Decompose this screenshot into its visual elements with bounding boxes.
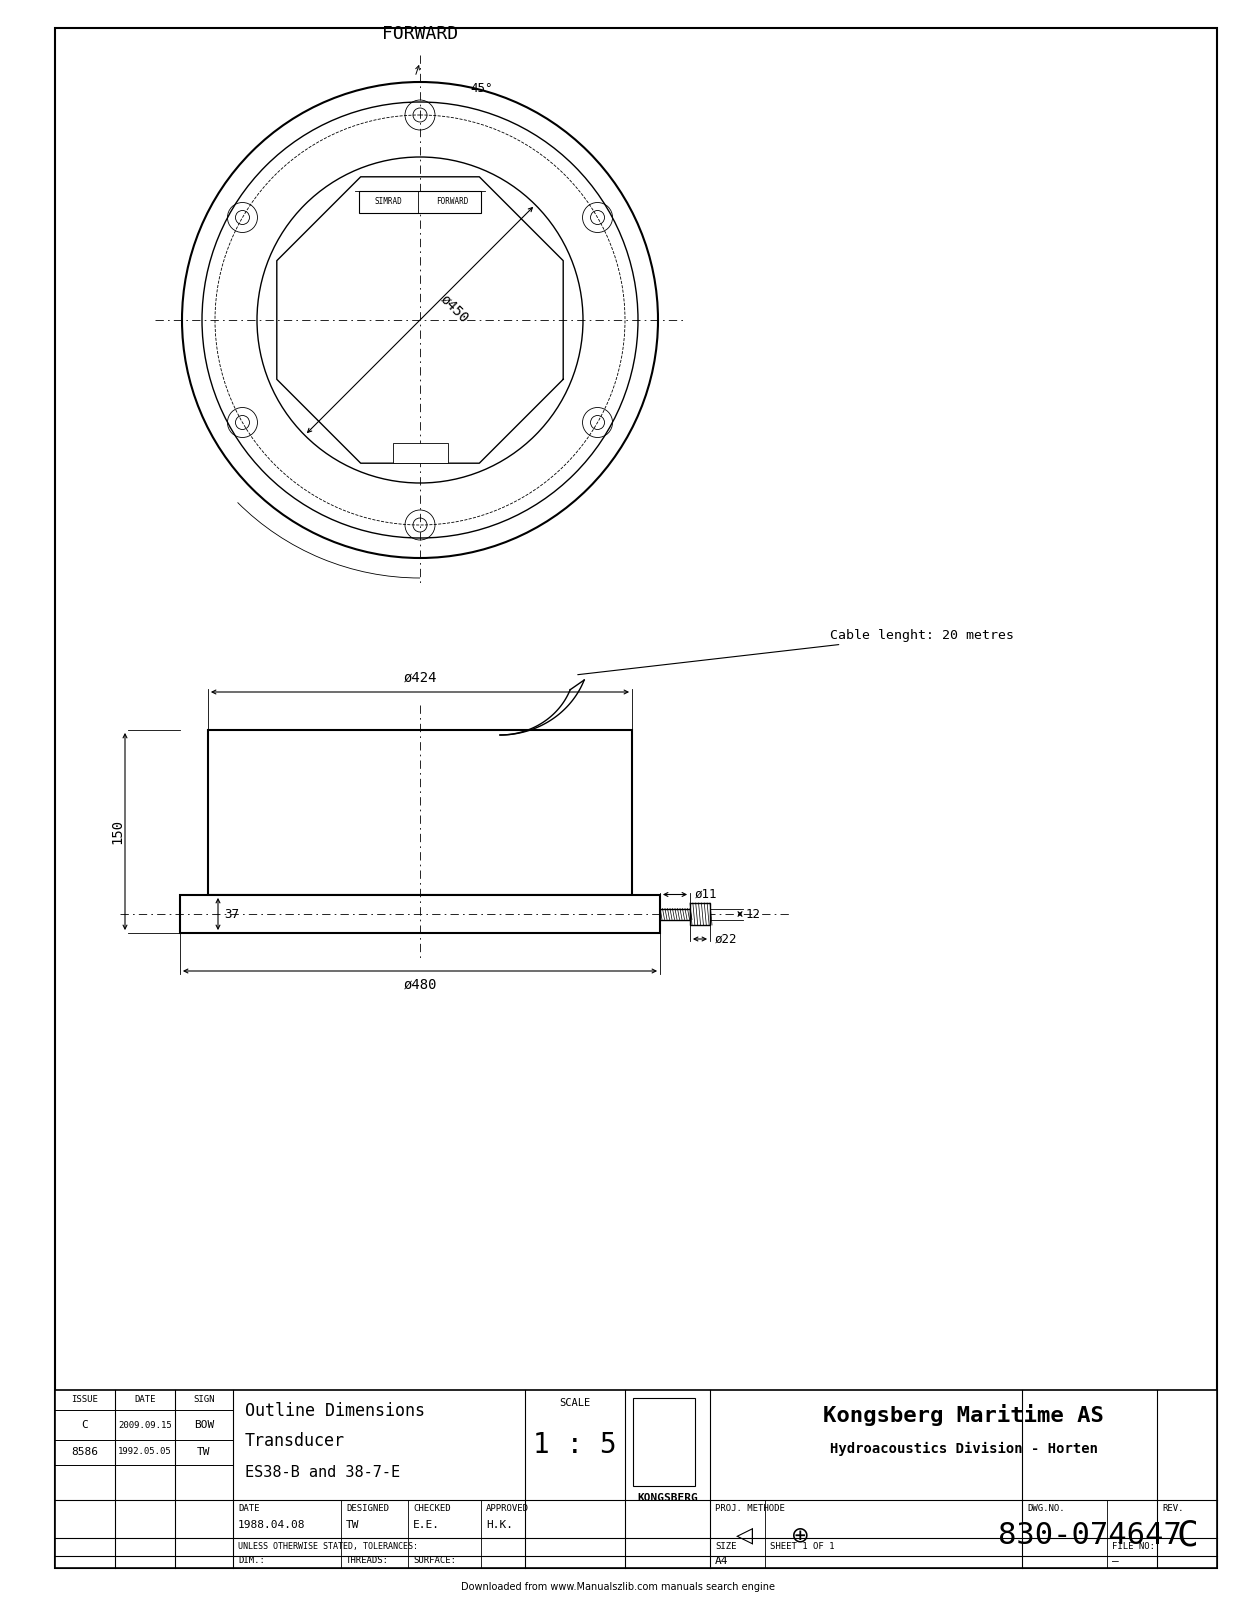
Text: Kongsberg Maritime AS: Kongsberg Maritime AS — [823, 1405, 1103, 1426]
Bar — [208, 730, 632, 894]
Text: 37: 37 — [224, 907, 239, 920]
Text: ø480: ø480 — [403, 978, 437, 992]
Text: ø22: ø22 — [715, 933, 737, 946]
Bar — [633, 1398, 695, 1486]
Text: DATE: DATE — [135, 1395, 156, 1405]
Text: DIM.:: DIM.: — [238, 1555, 265, 1565]
Text: THREADS:: THREADS: — [346, 1555, 388, 1565]
Text: ø424: ø424 — [403, 670, 437, 685]
Text: TW: TW — [346, 1520, 360, 1530]
Text: C: C — [1176, 1518, 1197, 1552]
Text: ◁: ◁ — [736, 1525, 753, 1546]
Text: SCALE: SCALE — [559, 1398, 590, 1408]
Text: C: C — [82, 1421, 88, 1430]
Text: 1992.05.05: 1992.05.05 — [118, 1448, 172, 1456]
Text: ⊕: ⊕ — [790, 1525, 809, 1546]
Bar — [181, 894, 661, 933]
Text: 830-074647: 830-074647 — [997, 1520, 1181, 1549]
Text: A4: A4 — [715, 1555, 729, 1566]
Text: 12: 12 — [746, 907, 761, 920]
Text: 150: 150 — [110, 819, 124, 845]
Text: Downloaded from www.Manualszlib.com manuals search engine: Downloaded from www.Manualszlib.com manu… — [461, 1582, 776, 1592]
Text: –: – — [1112, 1555, 1118, 1566]
Text: 45°: 45° — [470, 82, 492, 94]
Text: 8586: 8586 — [72, 1446, 99, 1458]
Text: FORWARD: FORWARD — [382, 26, 458, 43]
Text: Outline Dimensions: Outline Dimensions — [245, 1402, 426, 1421]
Text: 1988.04.08: 1988.04.08 — [238, 1520, 306, 1530]
Text: 1 : 5: 1 : 5 — [533, 1430, 617, 1459]
Text: APPROVED: APPROVED — [486, 1504, 529, 1514]
Bar — [54, 1390, 1217, 1568]
Text: ø11: ø11 — [695, 888, 717, 901]
Text: FORWARD: FORWARD — [435, 197, 468, 206]
Text: FILE NO:: FILE NO: — [1112, 1542, 1155, 1550]
Bar — [392, 443, 448, 462]
Text: SIZE: SIZE — [715, 1542, 736, 1550]
Text: DATE: DATE — [238, 1504, 260, 1514]
Text: H.K.: H.K. — [486, 1520, 513, 1530]
Bar — [661, 909, 690, 920]
Text: PROJ. METHODE: PROJ. METHODE — [715, 1504, 784, 1514]
Text: BOW: BOW — [194, 1421, 214, 1430]
Text: SIMRAD: SIMRAD — [374, 197, 402, 206]
Text: 2009.09.15: 2009.09.15 — [118, 1421, 172, 1429]
Text: Transducer: Transducer — [245, 1432, 345, 1450]
Text: Hydroacoustics Division - Horten: Hydroacoustics Division - Horten — [830, 1442, 1097, 1456]
Bar — [690, 902, 710, 925]
Text: TW: TW — [197, 1446, 210, 1458]
Text: DWG.NO.: DWG.NO. — [1027, 1504, 1065, 1514]
Text: ES38-B and 38-7-E: ES38-B and 38-7-E — [245, 1466, 400, 1480]
Text: REV.: REV. — [1162, 1504, 1184, 1514]
Text: SURFACE:: SURFACE: — [413, 1555, 456, 1565]
Text: ISSUE: ISSUE — [72, 1395, 99, 1405]
Bar — [359, 190, 481, 213]
Text: SHEET 1 OF 1: SHEET 1 OF 1 — [769, 1542, 835, 1550]
Text: KONGSBERG: KONGSBERG — [637, 1493, 698, 1502]
Text: Cable lenght: 20 metres: Cable lenght: 20 metres — [578, 629, 1014, 675]
Text: DESIGNED: DESIGNED — [346, 1504, 388, 1514]
Text: E.E.: E.E. — [413, 1520, 440, 1530]
Text: CHECKED: CHECKED — [413, 1504, 450, 1514]
Text: SIGN: SIGN — [193, 1395, 215, 1405]
Text: UNLESS OTHERWISE STATED, TOLERANCES:: UNLESS OTHERWISE STATED, TOLERANCES: — [238, 1542, 418, 1550]
Text: ø450: ø450 — [438, 291, 471, 325]
